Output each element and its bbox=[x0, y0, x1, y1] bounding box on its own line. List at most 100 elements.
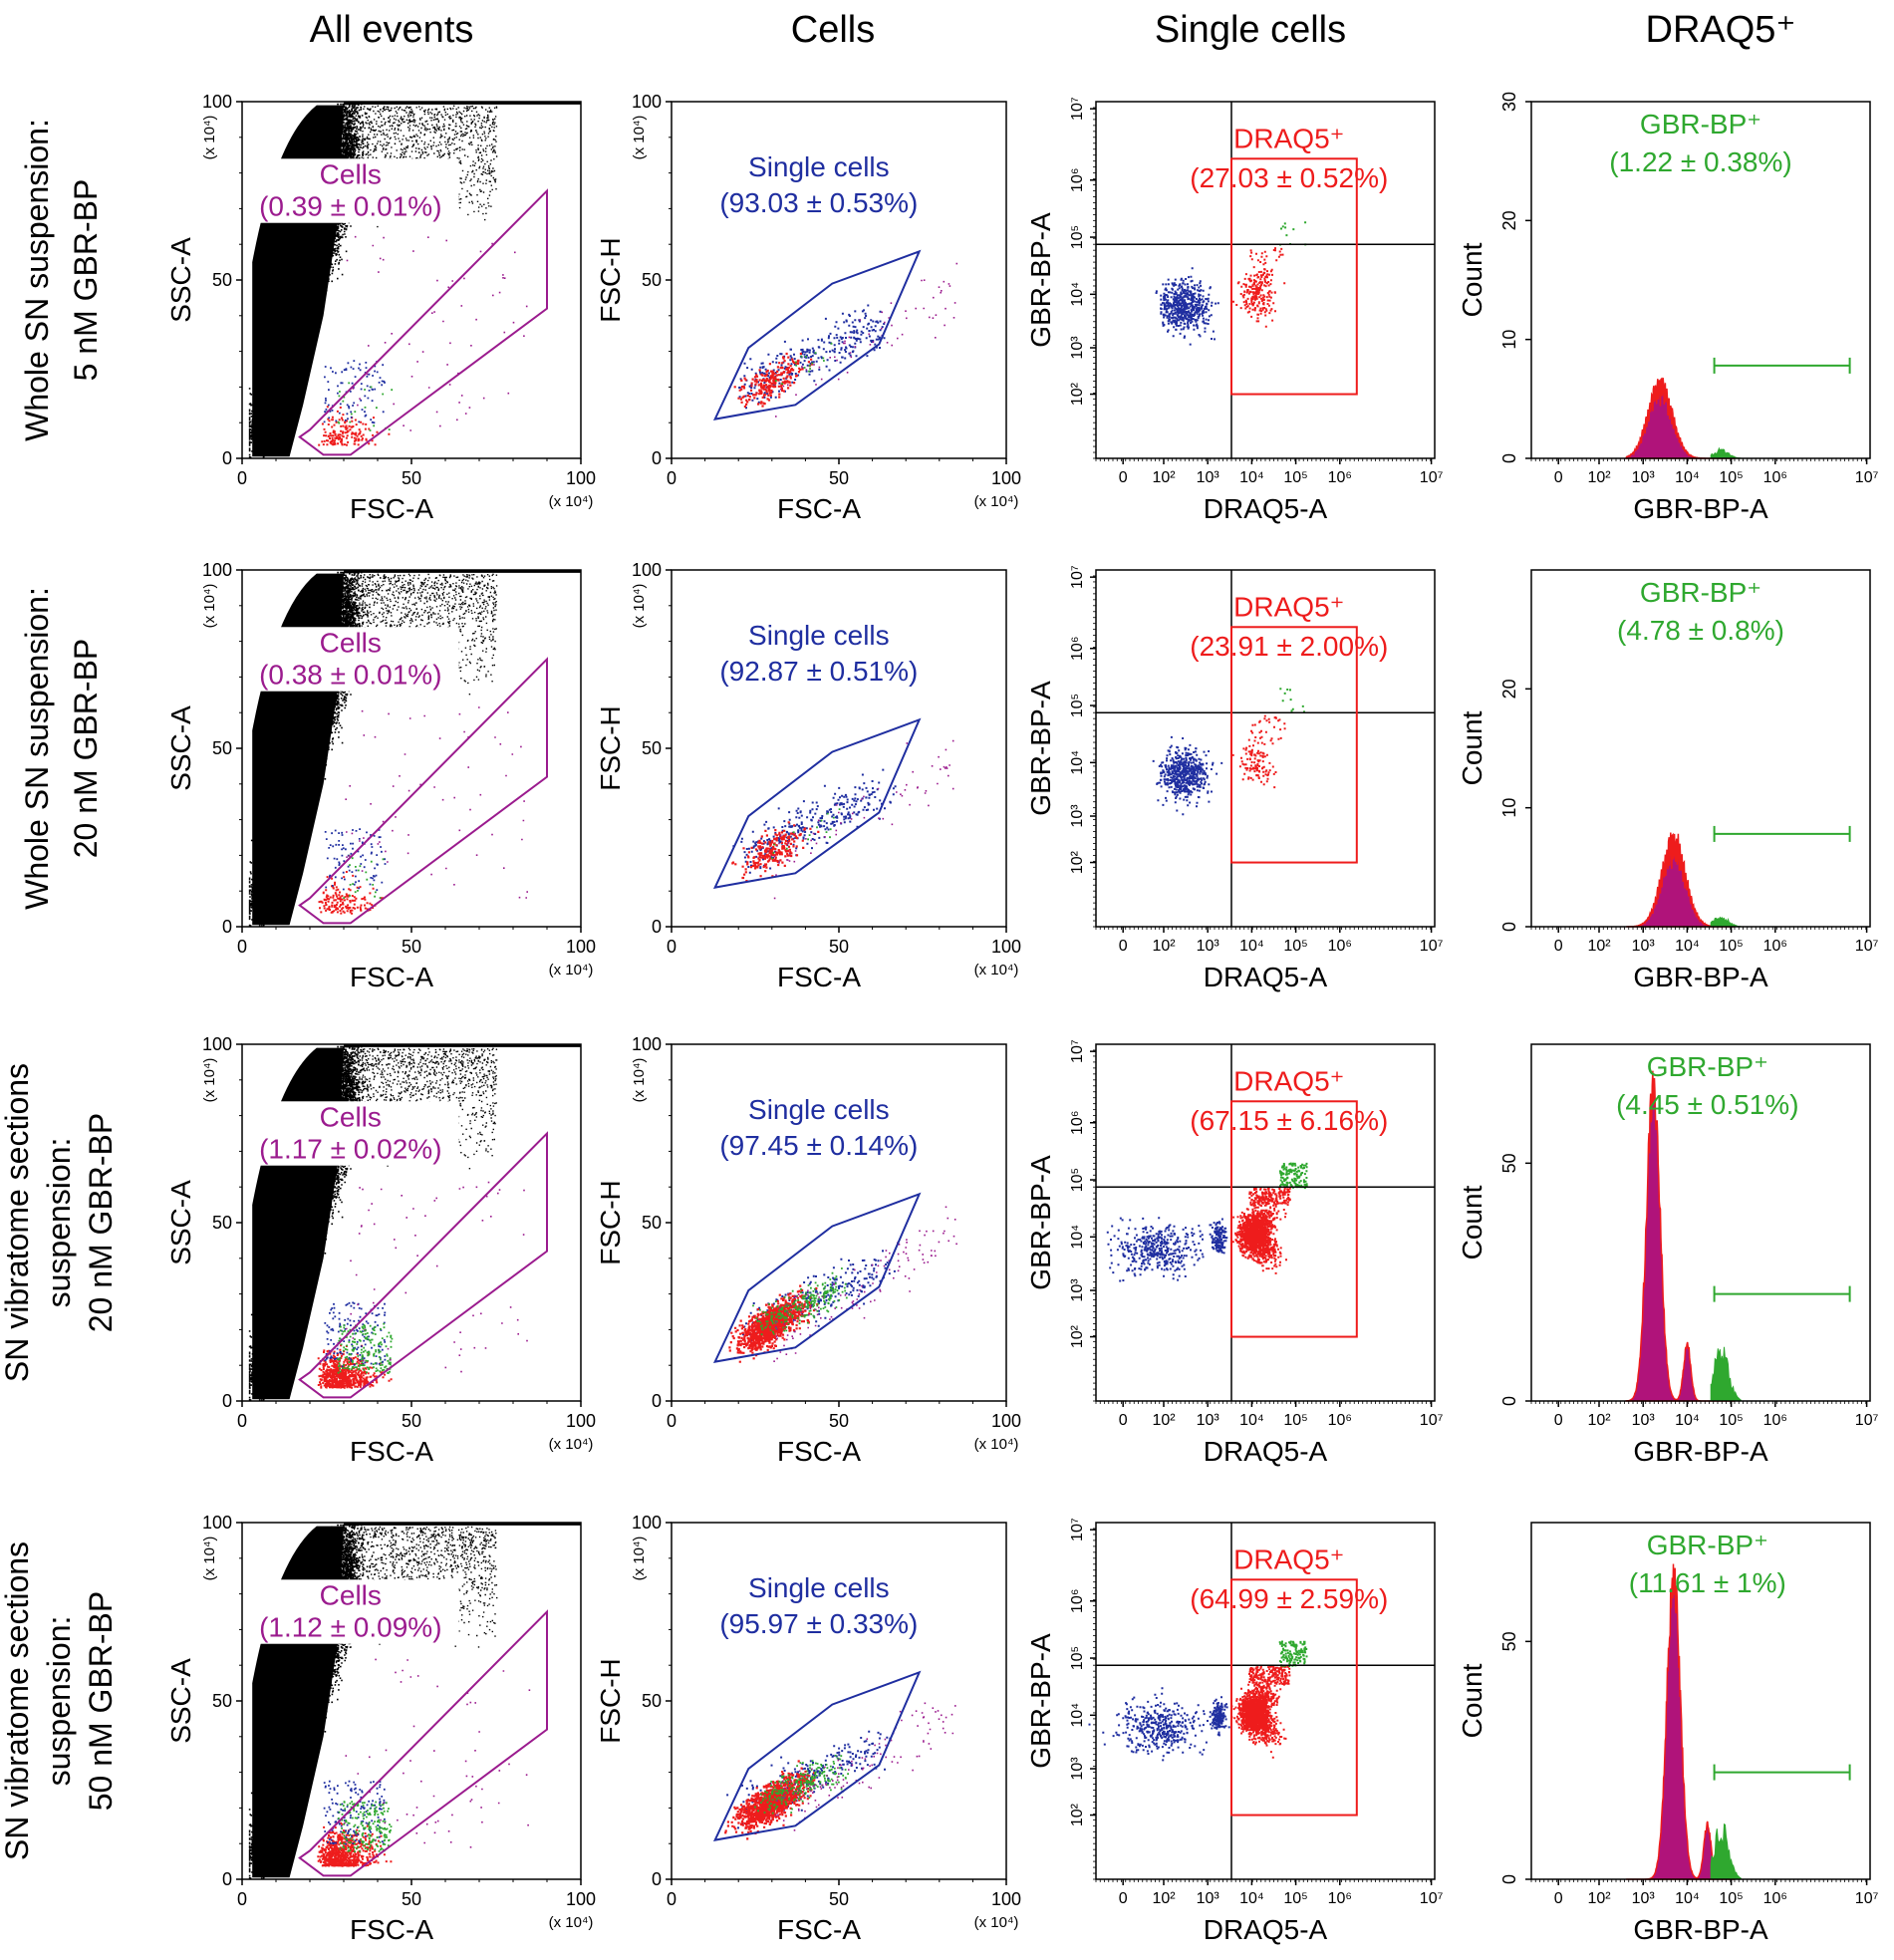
x-tick-label: 0 bbox=[1554, 469, 1563, 486]
column-header: Cells bbox=[791, 9, 875, 51]
y-tick-label: 50 bbox=[1499, 1631, 1519, 1651]
x-tick-label: 10⁵ bbox=[1719, 469, 1743, 486]
x-tick-label: 0 bbox=[237, 937, 247, 957]
event-dots bbox=[1232, 247, 1286, 328]
gate-label-bg bbox=[243, 627, 459, 692]
x-tick-label: 10⁷ bbox=[1420, 1890, 1444, 1907]
x-tick-label: 10⁷ bbox=[1420, 469, 1444, 486]
row-label: 50 nM GBR-BP bbox=[83, 1591, 119, 1812]
x-scale-label: (x 10⁴) bbox=[974, 962, 1019, 979]
x-tick-label: 0 bbox=[667, 468, 676, 488]
panel-all-events: Cells(0.38 ± 0.01%) 00 50 50 100 100 FSC-A (x 1… bbox=[165, 560, 596, 992]
event-dots bbox=[324, 828, 387, 892]
event-dots bbox=[754, 1755, 849, 1815]
y-tick-label: 100 bbox=[202, 1034, 232, 1054]
y-tick-label: 0 bbox=[652, 917, 662, 937]
y-scale-label: (x 10⁴) bbox=[201, 1058, 218, 1103]
x-scale-label: (x 10⁴) bbox=[549, 1914, 594, 1931]
gate-name: DRAQ5⁺ bbox=[1233, 1544, 1344, 1575]
x-tick-label: 10⁶ bbox=[1763, 1412, 1787, 1429]
gated-histogram-area bbox=[1710, 916, 1742, 928]
panel-draq5-histogram: GBR-BP⁺ (4.45 ± 0.51%) 0 10² 10³ 10⁴ 10⁵ 10⁶ 10⁷… bbox=[1457, 1043, 1879, 1467]
y-tick-label: 10⁴ bbox=[1069, 1703, 1086, 1728]
x-scale-label: (x 10⁴) bbox=[549, 1436, 594, 1453]
gate-value: (97.45 ± 0.14%) bbox=[719, 1130, 918, 1161]
y-axis-label: FSC-H bbox=[595, 237, 626, 323]
panel-draq5-histogram: GBR-BP⁺ (11.61 ± 1%) 0 10² 10³ 10⁴ 10⁵ 10⁶ 10⁷ 0 5… bbox=[1457, 1522, 1879, 1945]
panel-cells: Single cells (93.03 ± 0.53%) 00 50 50 100 100 F… bbox=[595, 92, 1021, 524]
event-dots bbox=[318, 871, 384, 915]
event-dots bbox=[1155, 267, 1219, 346]
x-axis-label: DRAQ5-A bbox=[1204, 962, 1328, 992]
draq5-gate bbox=[1230, 1100, 1358, 1338]
x-tick-label: 50 bbox=[402, 1411, 421, 1431]
gate-value: (23.91 ± 2.00%) bbox=[1190, 631, 1388, 662]
x-tick-label: 10⁵ bbox=[1283, 938, 1307, 955]
gate-name: GBR-BP⁺ bbox=[1640, 577, 1761, 608]
y-tick-label: 10⁷ bbox=[1069, 97, 1086, 121]
y-tick-label: 50 bbox=[212, 1691, 232, 1711]
y-axis-label: Count bbox=[1457, 1185, 1488, 1260]
y-tick-label: 10² bbox=[1069, 382, 1086, 406]
gate-name: Single cells bbox=[748, 151, 890, 182]
cells-gate bbox=[298, 1609, 548, 1877]
y-tick-label: 100 bbox=[202, 560, 232, 580]
event-dots bbox=[733, 352, 814, 409]
x-tick-label: 0 bbox=[237, 1889, 247, 1909]
y-scale-label: (x 10⁴) bbox=[201, 1537, 218, 1581]
y-axis-label: SSC-A bbox=[165, 1180, 196, 1265]
y-axis-label: FSC-H bbox=[595, 1180, 626, 1265]
x-tick-label: 10⁵ bbox=[1283, 1412, 1307, 1429]
gate-value: (1.17 ± 0.02%) bbox=[259, 1134, 441, 1165]
x-scale-label: (x 10⁴) bbox=[549, 962, 594, 979]
x-tick-label: 10⁶ bbox=[1763, 938, 1787, 955]
x-axis-label: FSC-A bbox=[350, 493, 433, 524]
y-axis-label: SSC-A bbox=[165, 237, 196, 323]
x-tick-label: 10⁴ bbox=[1675, 1890, 1700, 1907]
y-tick-label: 10⁴ bbox=[1069, 750, 1086, 775]
row-label: 20 nM GBR-BP bbox=[68, 639, 104, 859]
x-tick-label: 100 bbox=[991, 1889, 1021, 1909]
draq5-gate bbox=[1230, 157, 1358, 396]
y-axis-label: GBR-BP-A bbox=[1025, 1155, 1056, 1290]
x-tick-label: 10⁴ bbox=[1239, 469, 1264, 486]
gate-value: (0.39 ± 0.01%) bbox=[259, 191, 441, 222]
y-axis-label: SSC-A bbox=[165, 705, 196, 791]
gate-name: GBR-BP⁺ bbox=[1647, 1051, 1768, 1082]
gate-label-bg bbox=[243, 158, 459, 223]
draq5-gate bbox=[1230, 626, 1358, 864]
x-axis-label: FSC-A bbox=[777, 962, 861, 992]
y-tick-label: 30 bbox=[1499, 92, 1519, 112]
x-tick-label: 10² bbox=[1152, 938, 1176, 955]
event-dots bbox=[324, 1301, 387, 1367]
x-tick-label: 50 bbox=[829, 937, 849, 957]
event-dots bbox=[732, 768, 897, 874]
panel-all-events: Cells(1.12 ± 0.09%) 00 50 50 100 100 FSC-A (x 1… bbox=[165, 1513, 596, 1945]
event-dots bbox=[1229, 1187, 1291, 1274]
event-dots bbox=[738, 304, 886, 410]
gate-name: Cells bbox=[320, 158, 382, 189]
panel-cells: Single cells (92.87 ± 0.51%) 00 50 50 100 100 F… bbox=[595, 560, 1021, 992]
x-tick-label: 10⁵ bbox=[1283, 469, 1307, 486]
x-tick-label: 10⁷ bbox=[1855, 469, 1879, 486]
panel-draq5-histogram: GBR-BP⁺ (1.22 ± 0.38%) 0 10² 10³ 10⁴ 10⁵ 10⁶ 10⁷… bbox=[1457, 92, 1879, 524]
x-tick-label: 0 bbox=[1119, 469, 1128, 486]
y-tick-label: 0 bbox=[222, 1869, 232, 1889]
event-dots bbox=[1279, 688, 1305, 713]
y-axis-label: SSC-A bbox=[165, 1658, 196, 1744]
gate-name: GBR-BP⁺ bbox=[1647, 1530, 1768, 1560]
x-axis-label: DRAQ5-A bbox=[1204, 493, 1328, 524]
cells-gate bbox=[298, 1131, 548, 1399]
panel-all-events: Cells(1.17 ± 0.02%) 00 50 50 100 100 FSC-A (x 1… bbox=[165, 1034, 596, 1467]
y-tick-label: 10² bbox=[1069, 1803, 1086, 1826]
column-header: All events bbox=[310, 9, 474, 51]
gate-name: Single cells bbox=[748, 1572, 890, 1603]
x-tick-label: 10⁴ bbox=[1239, 1412, 1264, 1429]
x-tick-label: 10² bbox=[1587, 938, 1611, 955]
x-tick-label: 100 bbox=[566, 468, 596, 488]
x-tick-label: 10³ bbox=[1197, 1890, 1220, 1907]
gate-value: (11.61 ± 1%) bbox=[1629, 1567, 1786, 1598]
event-dots bbox=[318, 406, 391, 446]
y-tick-label: 100 bbox=[632, 92, 662, 112]
x-tick-label: 0 bbox=[237, 468, 247, 488]
